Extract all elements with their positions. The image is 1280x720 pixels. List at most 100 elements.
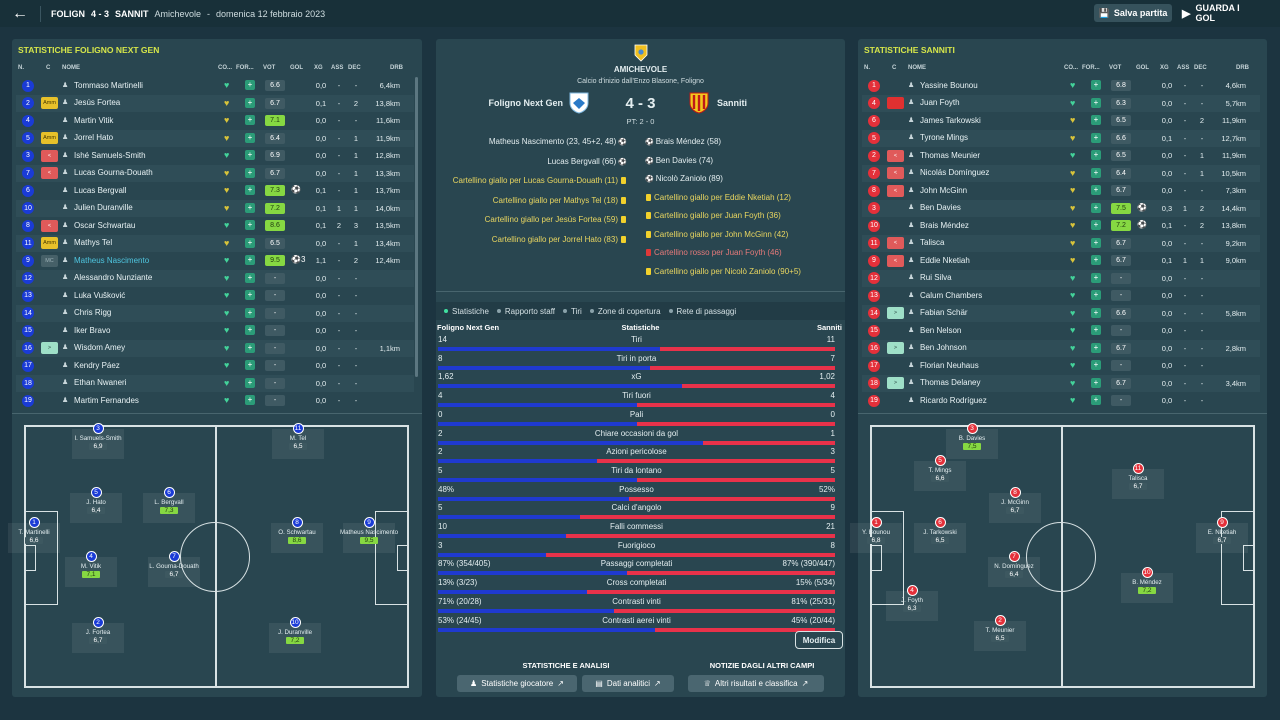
player-name[interactable]: Juan Foyth <box>920 98 960 107</box>
table-row[interactable]: 6 ♟ Lucas Bergvall ♥ +7.3 ⚽ 0,1 - 1 13,7km <box>16 182 414 200</box>
table-row[interactable]: 11 < ♟ Talisca ♥ +6.7 0,0- -9,2km <box>862 234 1260 252</box>
analytics-button[interactable]: ▤ Dati analitici ↗ <box>582 675 674 692</box>
player-name[interactable]: Kendry Páez <box>74 360 120 370</box>
player-marker[interactable]: 9 E. Nketiah 6,7 <box>1196 517 1248 553</box>
player-name[interactable]: Eddie Nketiah <box>920 255 970 265</box>
tab-rapporto-staff[interactable]: Rapporto staff <box>496 307 555 316</box>
player-name[interactable]: Lucas Bergvall <box>74 185 127 195</box>
player-marker[interactable]: 5 T. Mings 6,6 <box>914 455 966 491</box>
tab-rete-di-passaggi[interactable]: Rete di passaggi <box>668 307 736 316</box>
player-marker[interactable]: 2 J. Fortea 6,7 <box>72 617 124 653</box>
player-marker[interactable]: 1 Y. Bounou 6,8 <box>850 517 902 553</box>
list-scrollbar[interactable] <box>415 77 418 377</box>
table-row[interactable]: 18 > ♟ Thomas Delaney ♥ +6.7 0,0- -3,4km <box>862 374 1260 392</box>
player-name[interactable]: Brais Méndez <box>920 220 969 230</box>
player-marker[interactable]: 1 T. Martinelli 6,6 <box>8 517 60 553</box>
player-name[interactable]: James Tarkowski <box>920 115 981 125</box>
table-row[interactable]: 17 ♟ Florian Neuhaus ♥ + -0,0- - <box>862 357 1260 375</box>
player-name[interactable]: Luka Vušković <box>74 290 126 300</box>
player-marker[interactable]: 8 J. McGinn 6,7 <box>989 487 1041 523</box>
table-row[interactable]: 14 > ♟ Fabian Schär ♥ +6.6 0,0- -5,8km <box>862 304 1260 322</box>
player-name[interactable]: Ben Johnson <box>920 343 967 352</box>
player-name[interactable]: Florian Neuhaus <box>920 360 979 370</box>
player-name[interactable]: Chris Rigg <box>74 308 112 317</box>
table-row[interactable]: 7 < ♟ Lucas Gourna-Douath ♥ +6.7 0,0- 1 13,3km <box>16 164 414 182</box>
player-marker[interactable]: 4 M. Vitik 7,1 <box>65 551 117 587</box>
player-name[interactable]: Calum Chambers <box>920 290 983 300</box>
table-row[interactable]: 2 < ♟ Thomas Meunier ♥ +6.5 0,0 - 1 11,9km <box>862 147 1260 165</box>
player-name[interactable]: Iker Bravo <box>74 325 111 335</box>
modify-button[interactable]: Modifica <box>795 631 843 649</box>
table-row[interactable]: 15 ♟ Iker Bravo ♥ + -0,0- - <box>16 322 414 340</box>
player-name[interactable]: Jorrel Hato <box>74 133 114 142</box>
player-name[interactable]: Lucas Gourna-Douath <box>74 168 153 177</box>
table-row[interactable]: 13 ♟ Luka Vušković ♥ + -0,0- - <box>16 287 414 305</box>
player-marker[interactable]: 4 J. Foyth 6,3 <box>886 585 938 621</box>
player-name[interactable]: Ben Davies <box>920 203 961 212</box>
player-stats-button[interactable]: ♟ Statistiche giocatore ↗ <box>457 675 577 692</box>
other-results-button[interactable]: ♕ Altri risultati e classifica ↗ <box>688 675 824 692</box>
table-row[interactable]: 4 ♟ Juan Foyth ♥ +6.3 0,0- -5,7km <box>862 94 1260 112</box>
table-row[interactable]: 7 < ♟ Nicolás Domínguez ♥ +6.4 0,0- 1 10,5km <box>862 164 1260 182</box>
player-name[interactable]: Talisca <box>920 238 945 247</box>
table-row[interactable]: 9 < ♟ Eddie Nketiah ♥ +6.7 0,1 1 1 9,0km <box>862 252 1260 270</box>
player-name[interactable]: Martin Vitik <box>74 115 114 125</box>
away-team-name[interactable]: Sanniti <box>717 98 748 108</box>
player-marker[interactable]: 9 Matheus Nascimento 9,5 <box>340 517 398 553</box>
player-marker[interactable]: 2 T. Meunier 6,5 <box>974 615 1026 651</box>
player-marker[interactable]: 10 B. Méndez 7,2 <box>1121 567 1173 603</box>
table-row[interactable]: 8 < ♟ Oscar Schwartau ♥ +8.6 0,1 2 3 13,5km <box>16 217 414 235</box>
player-marker[interactable]: 11 M. Tel 6,5 <box>272 423 324 459</box>
player-name[interactable]: Julien Duranville <box>74 203 133 212</box>
player-name[interactable]: Fabian Schär <box>920 308 968 317</box>
back-arrow-icon[interactable]: ← <box>12 4 28 22</box>
table-row[interactable]: 1 ♟ Tommaso Martinelli ♥ +6.6 0,0 - - 6,4km <box>16 77 414 95</box>
table-row[interactable]: 17 ♟ Kendry Páez ♥ + -0,0- - <box>16 357 414 375</box>
table-row[interactable]: 10 ♟ Julien Duranville ♥ +7.2 0,1 1 1 14,0km <box>16 199 414 217</box>
table-row[interactable]: 16 > ♟ Wisdom Amey ♥ + -0,0- -1,1km <box>16 339 414 357</box>
table-row[interactable]: 6 ♟ James Tarkowski ♥ +6.5 0,0 - 2 11,9km <box>862 112 1260 130</box>
player-name[interactable]: Matheus Nascimento <box>74 255 150 265</box>
player-name[interactable]: Nicolás Domínguez <box>920 168 990 177</box>
home-team-name[interactable]: Foligno Next Gen <box>488 98 563 108</box>
table-row[interactable]: 3 ♟ Ben Davies ♥ +7.5 ⚽ 0,3 1 2 14,4km <box>862 199 1260 217</box>
tab-zone-di-copertura[interactable]: Zone di copertura <box>589 307 661 316</box>
home-crest-icon[interactable] <box>568 91 590 115</box>
table-row[interactable]: 8 < ♟ John McGinn ♥ +6.7 0,0 - - 7,3km <box>862 182 1260 200</box>
table-row[interactable]: 11 Amm ♟ Mathys Tel ♥ +6.5 0,0- 1 13,4km <box>16 234 414 252</box>
table-row[interactable]: 15 ♟ Ben Nelson ♥ + -0,0- - <box>862 322 1260 340</box>
table-row[interactable]: 19 ♟ Martim Fernandes ♥ + -0,0- - <box>16 392 414 410</box>
player-marker[interactable]: 10 J. Duranville 7,2 <box>269 617 321 653</box>
table-row[interactable]: 3 < ♟ Ishé Samuels-Smith ♥ +6.9 0,0 - 1 12,8km <box>16 147 414 165</box>
tab-tiri[interactable]: Tiri <box>563 307 582 316</box>
player-name[interactable]: Oscar Schwartau <box>74 220 136 230</box>
player-marker[interactable]: 7 L. Gourna-Douath 6,7 <box>148 551 200 587</box>
away-crest-icon[interactable] <box>688 91 710 115</box>
player-name[interactable]: Wisdom Amey <box>74 343 126 352</box>
table-row[interactable]: 18 ♟ Ethan Nwaneri ♥ + -0,0- - <box>16 374 414 392</box>
table-row[interactable]: 16 > ♟ Ben Johnson ♥ +6.7 0,0- -2,8km <box>862 339 1260 357</box>
player-marker[interactable]: 11 Talisca 6,7 <box>1112 463 1164 499</box>
table-row[interactable]: 13 ♟ Calum Chambers ♥ + -0,0- - <box>862 287 1260 305</box>
save-match-button[interactable]: 💾 Salva partita <box>1094 4 1172 22</box>
table-row[interactable]: 5 ♟ Tyrone Mings ♥ +6.6 0,1- -12,7km <box>862 129 1260 147</box>
player-name[interactable]: Ben Nelson <box>920 325 962 335</box>
player-marker[interactable]: 3 I. Samuels-Smith 6,9 <box>72 423 124 459</box>
player-name[interactable]: Thomas Delaney <box>920 378 981 387</box>
table-row[interactable]: 10 ♟ Brais Méndez ♥ +7.2 ⚽ 0,1 - 2 13,8km <box>862 217 1260 235</box>
player-name[interactable]: Tyrone Mings <box>920 133 969 142</box>
player-name[interactable]: Ricardo Rodríguez <box>920 395 987 405</box>
table-row[interactable]: 19 ♟ Ricardo Rodríguez ♥ + -0,0- - <box>862 392 1260 410</box>
table-row[interactable]: 12 ♟ Rui Silva ♥ + -0,0- - <box>862 269 1260 287</box>
player-name[interactable]: Jesús Fortea <box>74 98 121 107</box>
player-name[interactable]: Mathys Tel <box>74 238 113 247</box>
player-name[interactable]: Ishé Samuels-Smith <box>74 150 146 160</box>
table-row[interactable]: 2 Amm ♟ Jesús Fortea ♥ +6.7 0,1- 2 13,8km <box>16 94 414 112</box>
table-row[interactable]: 9 MC ♟ Matheus Nascimento ♥ +9.5 ⚽3 1,1 - 2 12,4km <box>16 252 414 270</box>
player-marker[interactable]: 6 L. Bergvall 7,3 <box>143 487 195 523</box>
tab-statistiche[interactable]: Statistiche <box>444 307 489 316</box>
player-name[interactable]: Tommaso Martinelli <box>74 80 143 90</box>
player-name[interactable]: Alessandro Nunziante <box>74 273 153 282</box>
player-marker[interactable]: 6 J. Tarkowski 6,5 <box>914 517 966 553</box>
player-name[interactable]: Rui Silva <box>920 273 952 282</box>
